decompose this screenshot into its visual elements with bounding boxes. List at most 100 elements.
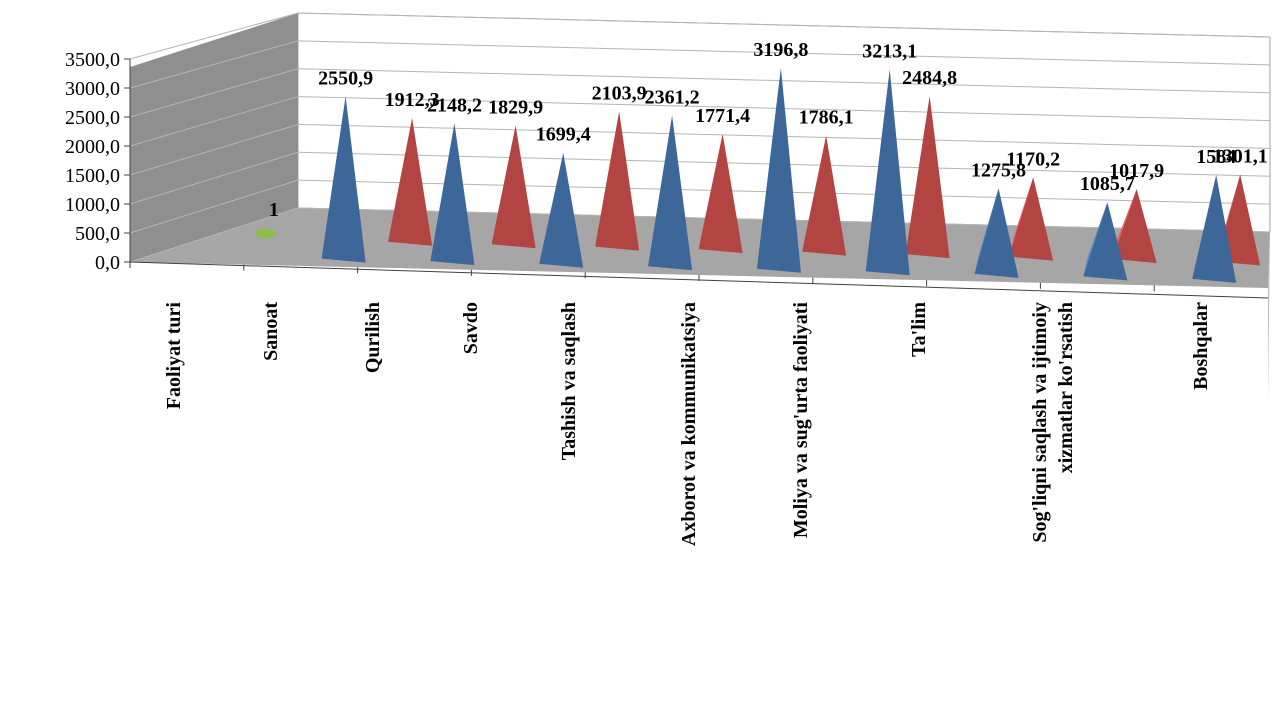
pyramids	[255, 67, 1261, 283]
x-tick-label: Ta'lim	[908, 302, 930, 357]
pyramid-face-right	[321, 96, 366, 263]
pyramid	[539, 152, 584, 268]
x-tick-label: Boshqalar	[1190, 302, 1212, 390]
data-label: 1085,7	[1080, 173, 1135, 195]
data-label: 2550,9	[318, 68, 373, 90]
pyramid-face-right	[648, 115, 693, 271]
pyramid-face-right	[430, 123, 475, 266]
gridline-side	[129, 68, 299, 118]
x-tick-label-line: xizmatlar ko'rsatish	[1055, 302, 1077, 473]
data-label: 1584	[1196, 146, 1236, 168]
x-tick-label-line: Sanoat	[260, 302, 282, 361]
data-label: 1786,1	[799, 106, 854, 128]
data-labels: 1912,3 1829,9 2103,9 1771,4 1786,1 2484,8 1170…	[269, 39, 1268, 221]
pyramid-face-right	[388, 117, 433, 246]
pyramid-face-left	[1216, 174, 1241, 262]
data-label: 2103,9	[592, 82, 647, 104]
x-tick-label-line: Tashish va saqlash	[558, 302, 580, 460]
data-label: 1275,8	[971, 159, 1026, 181]
pyramid	[648, 115, 693, 271]
x-tick-label: Tashish va saqlash	[558, 302, 580, 460]
x-tick-label: Moliya va sug'urta faoliyati	[790, 302, 812, 539]
pyramid-face-right	[698, 133, 743, 254]
data-label: 2361,2	[645, 87, 700, 109]
pyramid	[905, 96, 950, 259]
chart-walls	[130, 12, 1271, 402]
data-label: 2484,8	[902, 67, 957, 89]
pyramid	[1009, 177, 1054, 261]
y-tick-label: 1500,0	[65, 165, 120, 187]
pyramid	[430, 123, 475, 266]
data-label: 1017,9	[1109, 160, 1164, 182]
x-tick-label: Axborot va kommunikatsiya	[678, 302, 700, 546]
pyramid-face-right	[802, 135, 847, 256]
pyramid-face-left	[1192, 174, 1217, 279]
gridline-side	[129, 12, 299, 60]
pyramid-face-right	[1009, 177, 1054, 261]
gridline-side	[129, 207, 299, 263]
gridline-side	[129, 123, 299, 176]
pyramid	[321, 96, 366, 263]
x-tick-label-line: Savdo	[460, 302, 482, 354]
pyramid	[802, 135, 847, 256]
pyramid-face-right	[595, 111, 640, 251]
pyramid	[756, 67, 801, 273]
side-wall	[130, 13, 298, 262]
pyramid-flat	[255, 228, 276, 239]
data-label: 3213,1	[862, 41, 917, 63]
pyramid-face-right	[756, 67, 801, 273]
pyramid-face-left	[1009, 177, 1034, 257]
pyramid-face-left	[1112, 188, 1137, 260]
pyramid-face-left	[1083, 202, 1108, 277]
gridline-side	[129, 40, 299, 89]
pyramid	[1083, 202, 1128, 281]
x-tick-label-line: Sog'liqni saqlash va ijtimoiy	[1029, 302, 1051, 543]
x-tick-label-line: Boshqalar	[1190, 302, 1212, 390]
floor-extension	[1268, 232, 1270, 402]
y-tick-label: 3500,0	[65, 49, 120, 71]
y-tick-label: 3000,0	[65, 78, 120, 100]
pyramid-face-right	[865, 69, 910, 276]
pyramid	[255, 228, 276, 239]
pyramid-face-right	[1192, 174, 1237, 283]
y-axis: 0,0 500,0 1000,0 1500,0 2000,0 2500,0 3000,0 35…	[65, 49, 131, 274]
data-label: 1170,2	[1006, 148, 1060, 170]
gridline	[297, 40, 1271, 66]
data-label: 2148,2	[427, 94, 482, 116]
x-tick-label: Sog'liqni saqlash va ijtimoiy xizmatlar k…	[1029, 302, 1077, 543]
pyramid	[388, 117, 433, 246]
pyramid	[865, 69, 910, 276]
y-tick-label: 0,0	[95, 252, 120, 274]
y-tick-label: 2500,0	[65, 107, 120, 129]
x-tick-label: Qurilish	[362, 302, 384, 373]
data-label: 3196,8	[753, 39, 808, 61]
data-label: 1829,9	[488, 96, 543, 118]
pyramid	[1112, 188, 1157, 264]
pyramid	[974, 188, 1019, 278]
data-label: 1301,1	[1213, 145, 1268, 167]
gridline-side	[129, 151, 299, 205]
y-tick-label: 1000,0	[65, 194, 120, 216]
y-tick-label: 500,0	[75, 223, 120, 245]
pyramid	[491, 125, 536, 249]
x-tick-label: Sanoat	[260, 302, 282, 361]
pyramid-face-right	[1112, 188, 1157, 264]
gridline	[297, 12, 1271, 38]
pyramid-face-right	[539, 152, 584, 268]
data-label: 1912,3	[385, 89, 440, 111]
x-axis: Faoliyat turi Sanoat Qurilish Savdo Tashish …	[129, 261, 1269, 546]
gridline	[297, 68, 1271, 94]
pyramid-face-right	[491, 125, 536, 249]
x-tick-label-line: Faoliyat turi	[163, 302, 185, 410]
y-tick-label: 2000,0	[65, 136, 120, 158]
x-tick-label: Faoliyat turi	[163, 302, 185, 410]
x-tick-label-line: Ta'lim	[908, 302, 930, 357]
x-tick-label-line: Moliya va sug'urta faoliyati	[790, 302, 812, 539]
x-tick-label: Savdo	[460, 302, 482, 354]
pyramid	[1192, 174, 1237, 283]
gridline-side	[129, 96, 299, 147]
pyramid	[698, 133, 743, 254]
x-tick-label-line: Axborot va kommunikatsiya	[678, 302, 700, 546]
pyramid-face-right	[974, 188, 1019, 278]
